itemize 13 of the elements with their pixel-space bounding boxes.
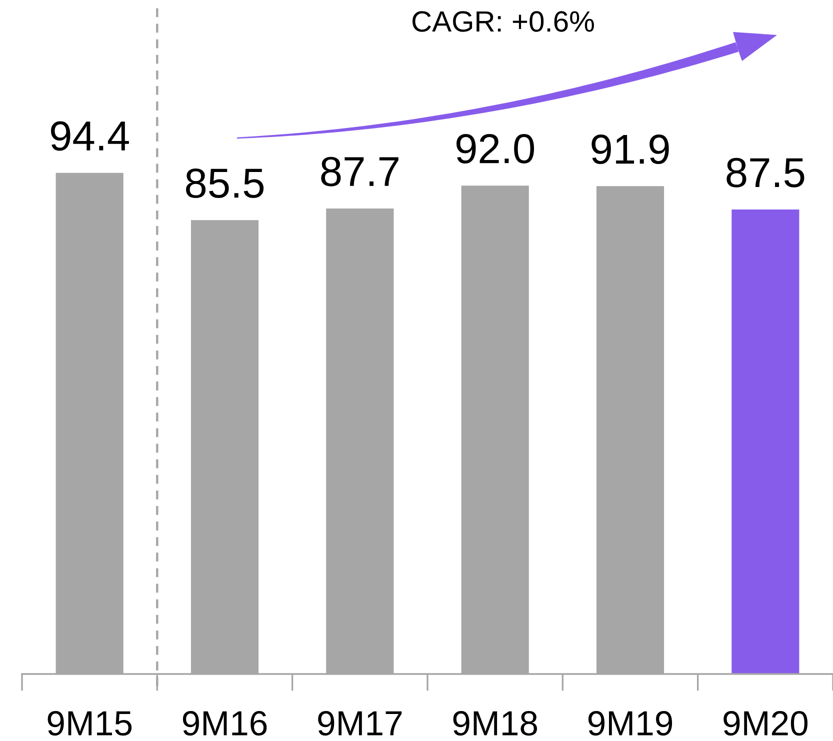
x-tick-label: 9M15	[48, 711, 132, 736]
data-label: 87.5	[726, 158, 804, 188]
text: CAGR: +0.6%	[412, 11, 594, 32]
x-tick-label: 9M20	[724, 711, 808, 736]
data-label: 85.5	[186, 168, 264, 198]
x-tick-label: 9M18	[453, 711, 538, 736]
data-label: 91.9	[592, 134, 669, 164]
data-label: 94.4	[50, 121, 129, 151]
x-tick-label: 9M16	[182, 711, 267, 736]
data-label: 92.0	[456, 134, 534, 164]
x-tick-label: 9M19	[588, 711, 672, 736]
data-label: 87.7	[321, 156, 398, 186]
x-tick-label: 9M17	[318, 711, 402, 736]
